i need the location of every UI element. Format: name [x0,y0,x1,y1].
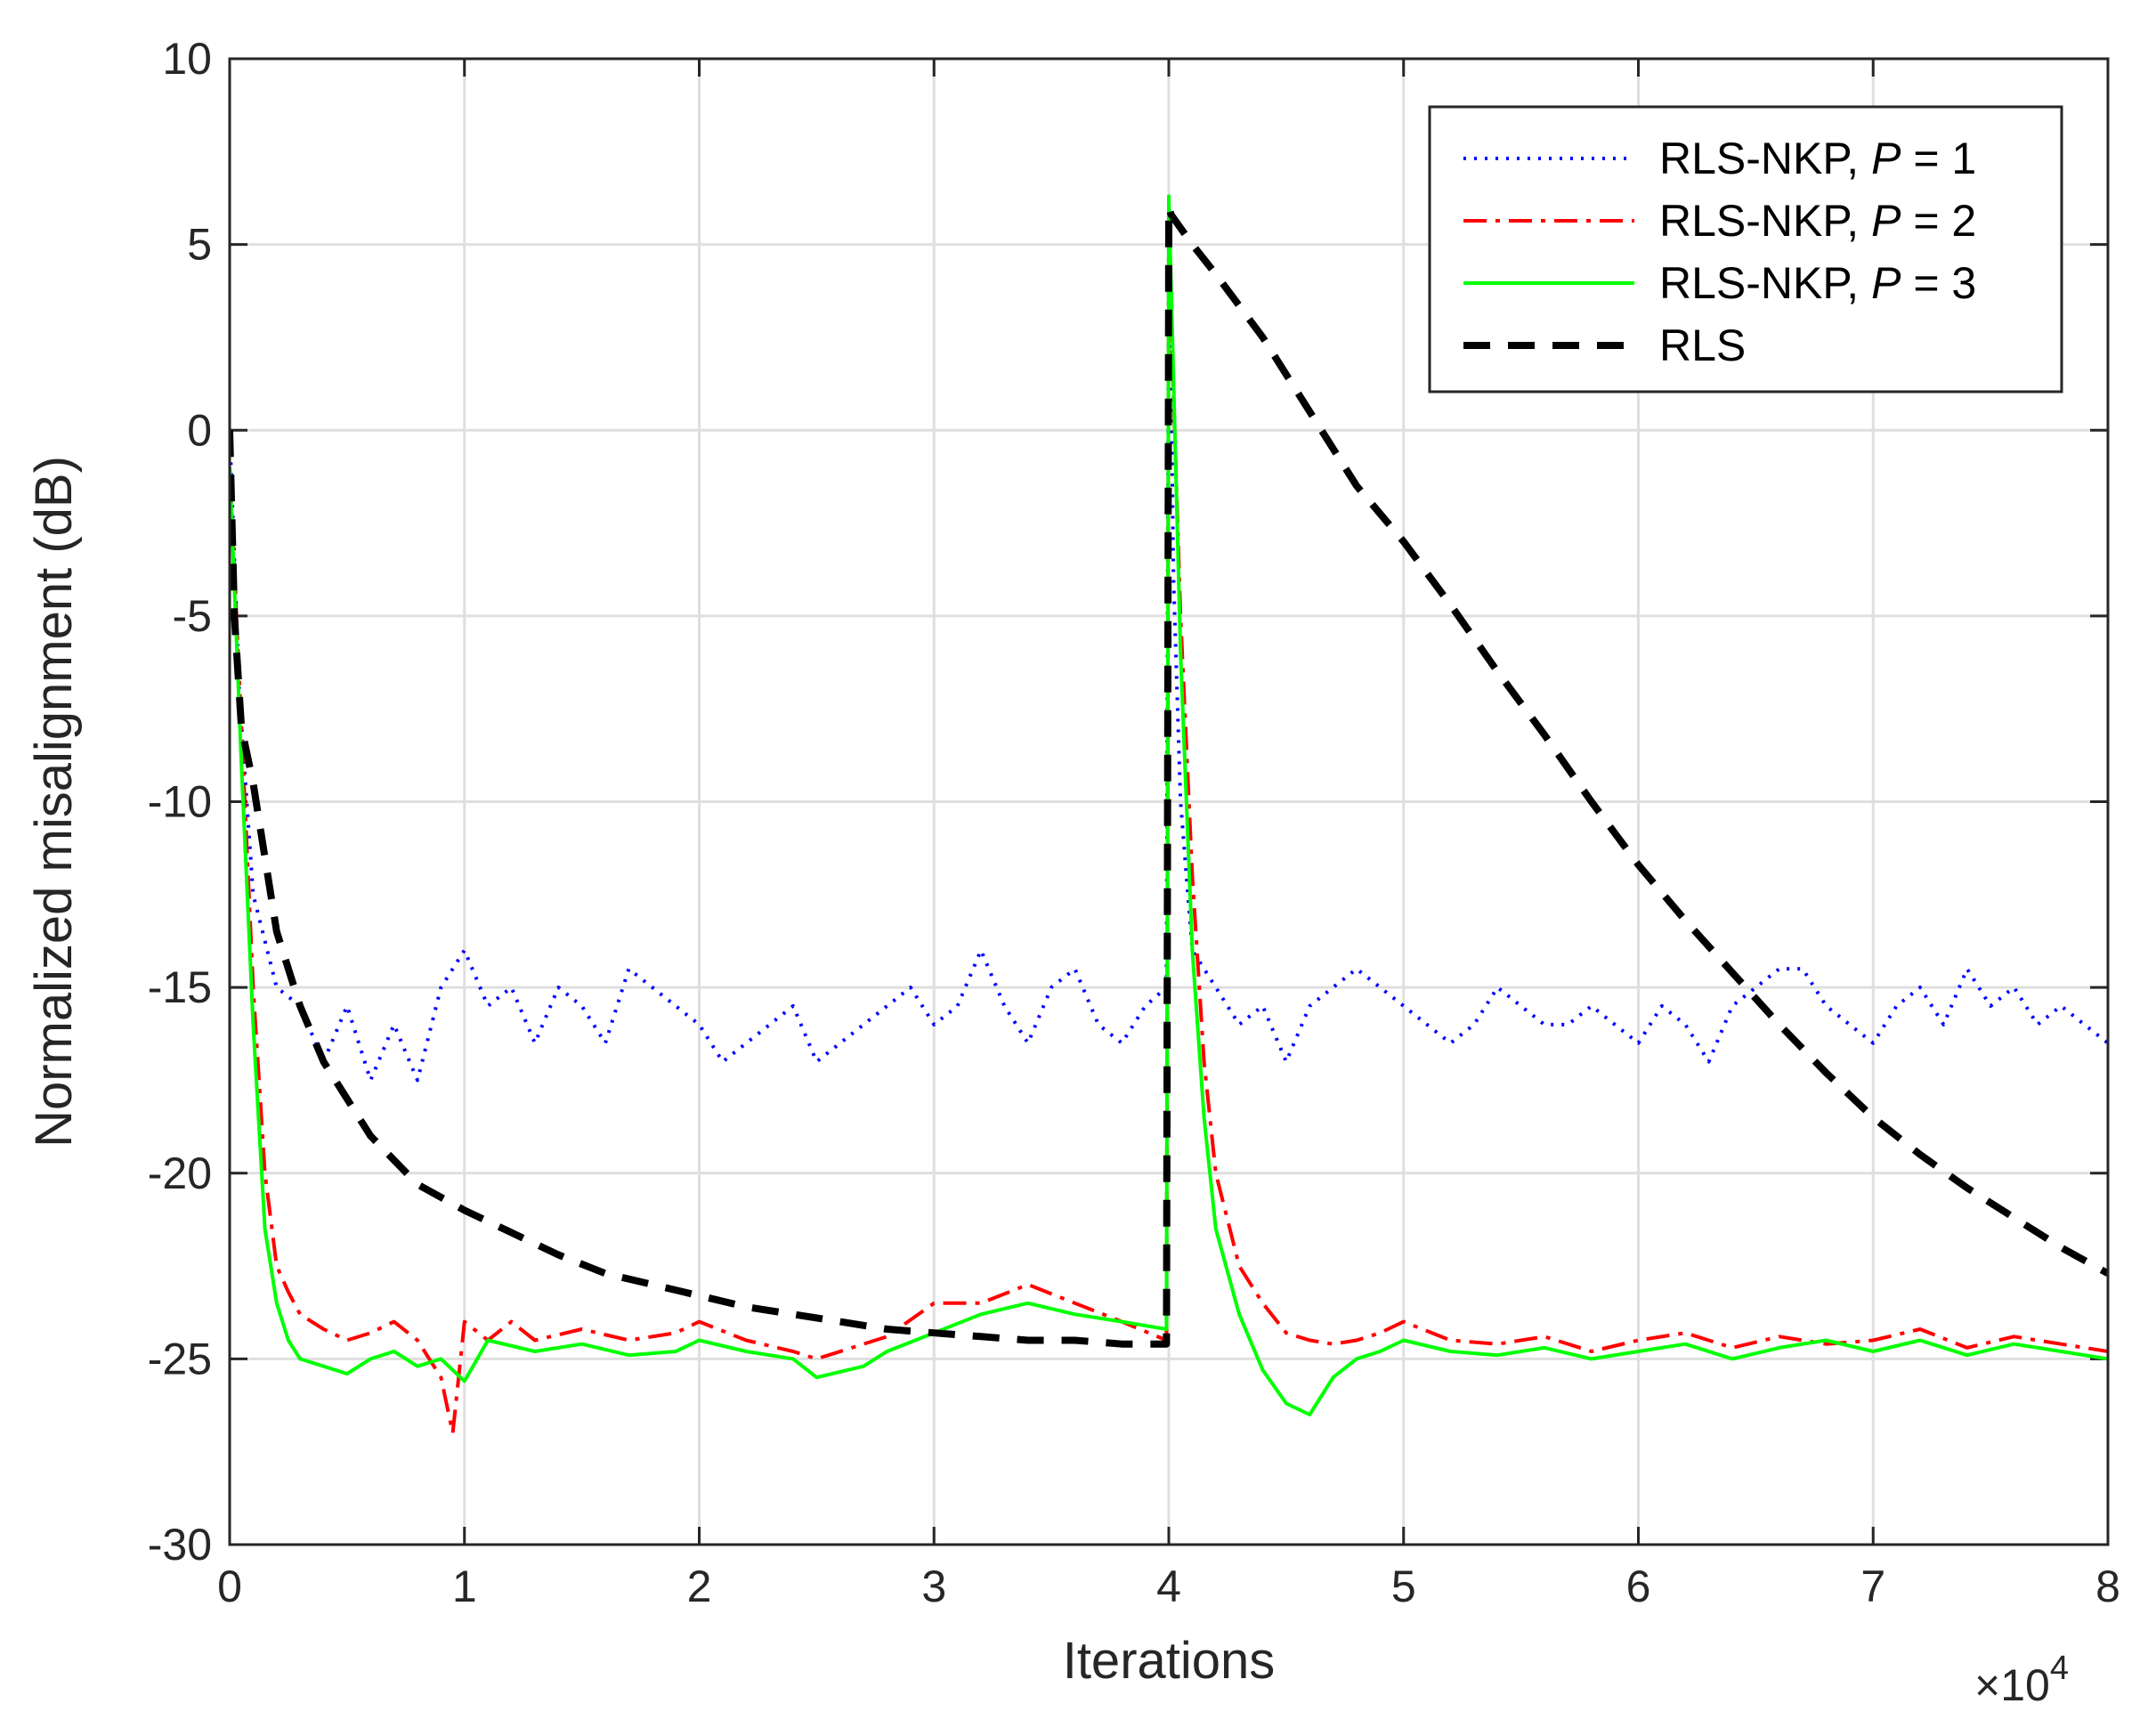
x-tick-label: 2 [687,1562,712,1611]
legend-label-prefix: RLS-NKP, [1659,196,1871,246]
legend-label: RLS-NKP, P = 2 [1659,196,1976,246]
series-line [230,203,2108,1348]
y-tick-label: -5 [173,591,212,641]
y-tick-label: -30 [148,1520,212,1570]
legend-label: RLS-NKP, P = 1 [1659,134,1976,183]
x-tick-label: 8 [2095,1562,2120,1611]
legend-label-suffix: = 3 [1901,258,1976,308]
x-axis-label: Iterations [1063,1632,1276,1690]
legend-label-variable: P [1871,258,1901,308]
x-tick-label: 6 [1626,1562,1651,1611]
series-line [230,194,2108,1416]
y-tick-label: -25 [148,1334,212,1383]
y-axis-ticks: 10 5 0 -5 -10 -15 -20 -25 -30 [148,34,2108,1570]
legend-label-suffix: = 2 [1901,196,1976,246]
x-tick-label: 0 [217,1562,242,1611]
x-tick-label: 3 [921,1562,946,1611]
legend-label-variable: P [1871,196,1901,246]
y-tick-label: 0 [187,405,212,455]
plot-frame [228,57,2110,1546]
y-tick-label: -10 [148,777,212,827]
x-tick-label: 7 [1860,1562,1885,1611]
series-line [230,242,2108,1435]
legend-box [1428,105,2063,393]
legend-label-prefix: RLS [1659,320,1746,370]
legend-label: RLS [1659,320,1746,370]
legend-label-variable: P [1871,134,1901,183]
legend-label-prefix: RLS-NKP, [1659,134,1871,183]
x-multiplier-exponent: 4 [2050,1650,2069,1687]
x-axis-multiplier: ×104 [1974,1650,2069,1710]
x-multiplier-base: ×10 [1974,1660,2050,1710]
y-axis-label: Normalized misalignment (dB) [25,456,83,1148]
x-tick-label: 5 [1391,1562,1416,1611]
legend-label: RLS-NKP, P = 3 [1659,258,1976,308]
x-tick-label: 1 [452,1562,477,1611]
y-tick-label: 10 [162,34,212,84]
y-tick-label: -15 [148,962,212,1012]
x-axis-ticks: 0 1 2 3 4 5 6 7 8 [217,59,2120,1611]
y-tick-label: 5 [187,220,212,270]
legend-label-prefix: RLS-NKP, [1659,258,1871,308]
y-tick-label: -20 [148,1148,212,1198]
legend-label-suffix: = 1 [1901,134,1976,183]
series-lines [230,194,2108,1435]
x-tick-label: 4 [1156,1562,1181,1611]
